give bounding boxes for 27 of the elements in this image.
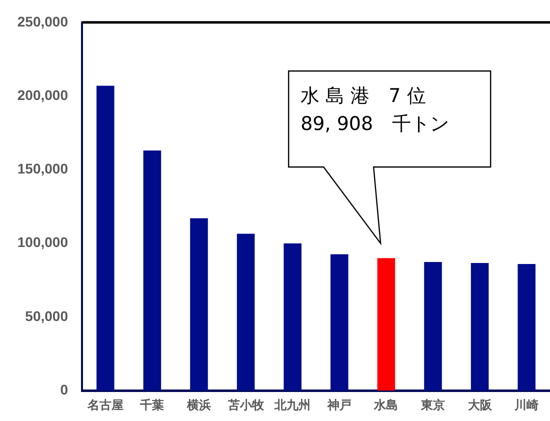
bar [236, 234, 255, 391]
x-tick-label: 千葉 [139, 398, 164, 412]
y-tick-label: 100,000 [17, 234, 68, 250]
x-tick-label: 神戸 [326, 398, 352, 412]
bar [377, 258, 396, 391]
x-tick-label: 東京 [420, 398, 445, 412]
y-tick-label: 0 [60, 381, 68, 398]
x-tick-label: 横浜 [186, 398, 211, 412]
x-tick-label: 名古屋 [86, 398, 124, 412]
x-tick-label: 苫小牧 [226, 398, 265, 412]
x-tick-label: 水島 [373, 398, 398, 412]
bar [143, 150, 162, 391]
bar [190, 218, 208, 391]
y-tick-label: 250,000 [17, 13, 68, 30]
x-tick-label: 北九州 [274, 398, 311, 412]
y-tick-label: 150,000 [17, 160, 68, 177]
y-tick-label: 200,000 [17, 86, 68, 103]
bar [424, 262, 442, 391]
x-tick-label: 川崎 [514, 398, 539, 412]
x-tick-label: 大阪 [468, 398, 493, 412]
bar [330, 254, 348, 391]
annotation: 水 島 港 7 位 89, 908 千トン [300, 84, 450, 135]
bar [96, 86, 114, 391]
bar [284, 243, 302, 391]
bar [518, 264, 536, 391]
bar [470, 263, 489, 391]
y-tick-label: 50,000 [25, 308, 68, 324]
